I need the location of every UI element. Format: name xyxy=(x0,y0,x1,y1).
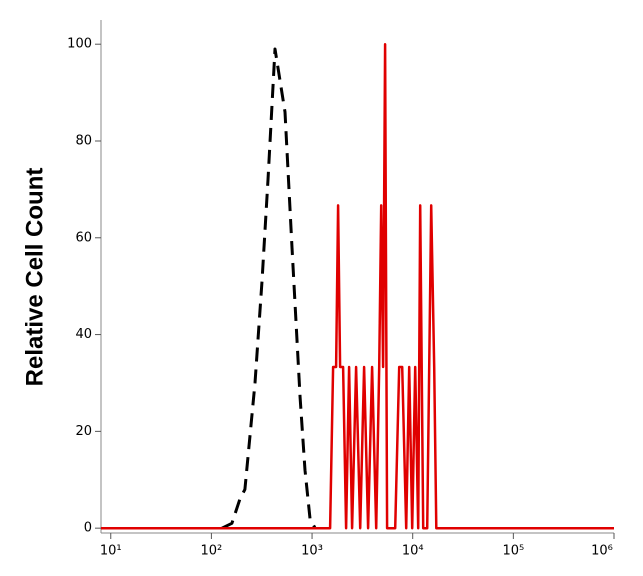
x-tick-label: 10⁵ xyxy=(502,544,524,559)
y-tick-label: 0 xyxy=(84,521,92,536)
series-line xyxy=(101,42,614,530)
y-tick-label: 20 xyxy=(75,424,92,439)
x-tick-label: 10¹ xyxy=(100,544,122,559)
x-tick-label: 10³ xyxy=(301,544,323,559)
y-tick-label: 100 xyxy=(67,37,92,52)
x-tick-label: 10⁴ xyxy=(402,544,424,559)
y-axis-label: Relative Cell Count xyxy=(21,168,48,387)
x-tick-label: 10² xyxy=(201,544,223,559)
x-tick-label: 10⁶ xyxy=(591,544,613,559)
y-tick-label: 40 xyxy=(75,327,92,342)
y-tick-label: 60 xyxy=(75,230,92,245)
series-line xyxy=(221,47,317,530)
y-tick-label: 80 xyxy=(75,133,92,148)
